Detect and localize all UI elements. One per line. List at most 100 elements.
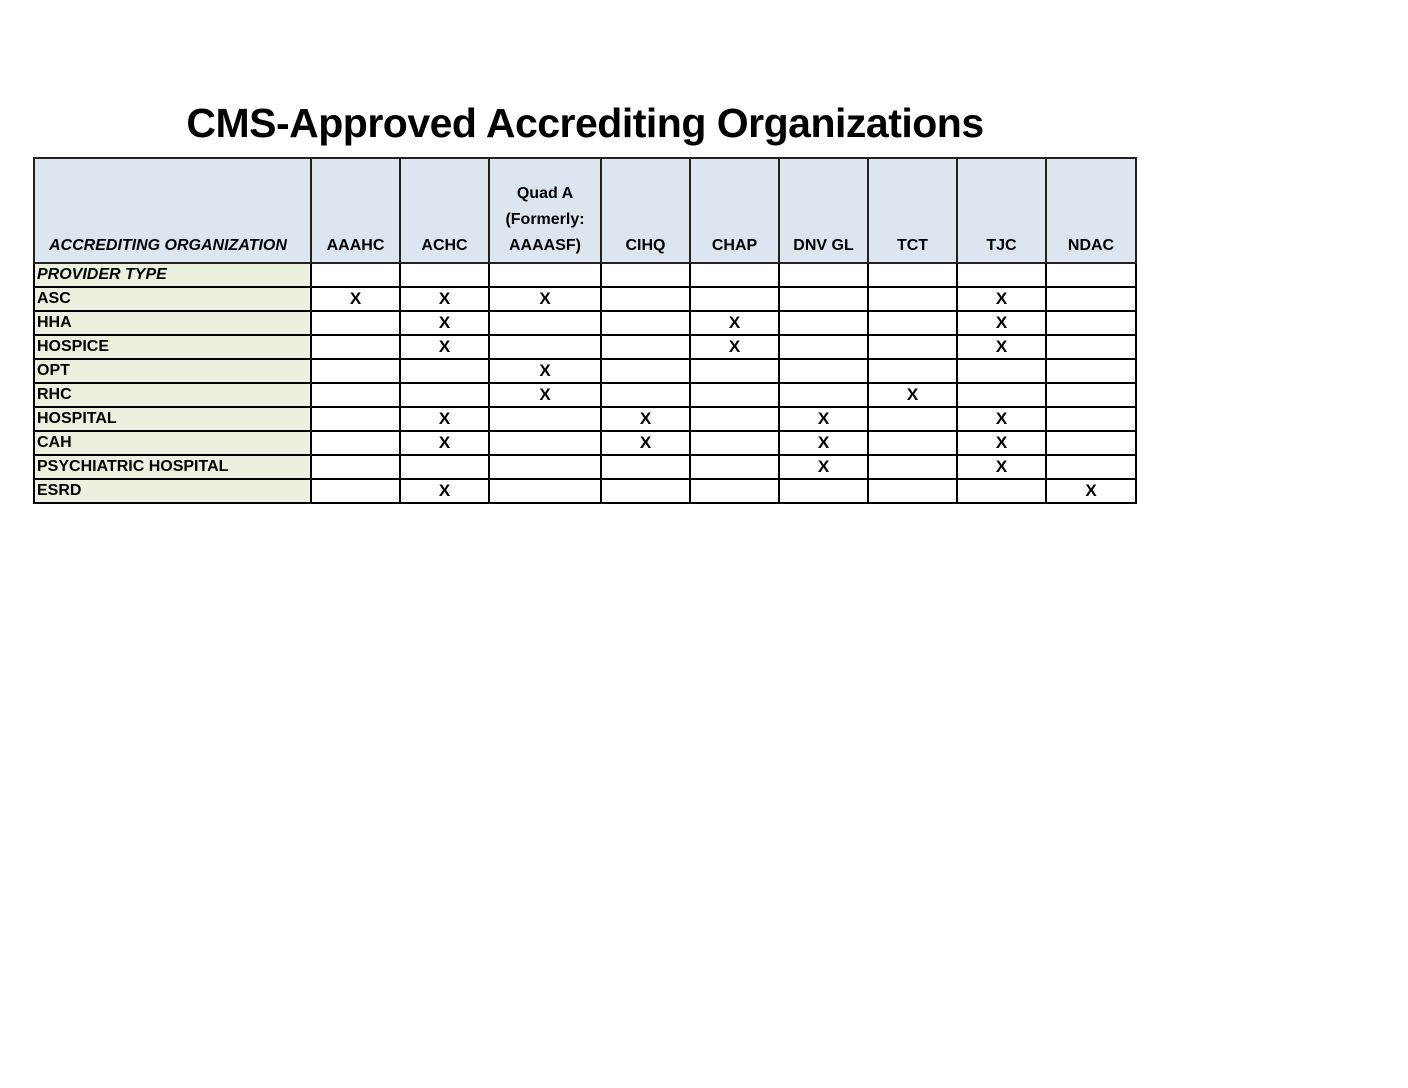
- accreditation-cell: X: [488, 358, 602, 384]
- table-row: ASC X X X X: [33, 286, 1137, 312]
- accreditation-cell: X: [689, 310, 780, 336]
- column-header-text: TJC: [986, 237, 1017, 254]
- table-row: HOSPITAL X X X X: [33, 406, 1137, 432]
- accreditation-cell: [778, 286, 869, 312]
- column-header: ACHC: [399, 157, 490, 264]
- accreditation-cell: [689, 478, 780, 504]
- column-header-text: AAAASF): [509, 237, 581, 254]
- accreditation-cell: [310, 430, 401, 456]
- accreditation-cell: [1045, 406, 1137, 432]
- column-header-text: NDAC: [1067, 237, 1115, 254]
- accreditation-cell: [689, 286, 780, 312]
- accreditation-cell: [488, 478, 602, 504]
- accreditation-cell: [1045, 382, 1137, 408]
- accreditation-cell: [689, 430, 780, 456]
- column-header: TJC: [956, 157, 1047, 264]
- accreditation-cell: [689, 358, 780, 384]
- accreditation-cell: X: [778, 430, 869, 456]
- column-header: TCT: [867, 157, 958, 264]
- accreditation-cell: [310, 406, 401, 432]
- column-header: Quad A (Formerly: AAAASF): [488, 157, 602, 264]
- accreditation-cell: X: [600, 406, 691, 432]
- column-header-text: (Formerly:: [505, 211, 585, 228]
- accreditation-cell: [1045, 334, 1137, 360]
- accreditation-cell: [399, 262, 490, 288]
- accreditation-cell: [867, 478, 958, 504]
- provider-type-label: HOSPICE: [33, 334, 312, 360]
- accreditation-cell: X: [399, 334, 490, 360]
- column-header-text: Quad A: [516, 185, 574, 202]
- accreditation-cell: [310, 310, 401, 336]
- table-row: CAH X X X X: [33, 430, 1137, 456]
- accreditation-cell: X: [778, 454, 869, 480]
- accreditation-cell: X: [956, 310, 1047, 336]
- accreditation-cell: [600, 334, 691, 360]
- accreditation-cell: [310, 478, 401, 504]
- accreditation-cell: X: [956, 286, 1047, 312]
- accreditation-cell: X: [689, 334, 780, 360]
- accreditation-cell: [310, 454, 401, 480]
- provider-type-label: CAH: [33, 430, 312, 456]
- accreditation-cell: [488, 334, 602, 360]
- accreditation-cell: X: [399, 406, 490, 432]
- table-row: HHA X X X: [33, 310, 1137, 336]
- accreditation-cell: [956, 262, 1047, 288]
- accreditation-cell: [689, 382, 780, 408]
- table-row: OPT X: [33, 358, 1137, 384]
- table-row: PSYCHIATRIC HOSPITAL X X: [33, 454, 1137, 480]
- accreditation-cell: [778, 478, 869, 504]
- accreditation-cell: X: [1045, 478, 1137, 504]
- accreditation-cell: [956, 382, 1047, 408]
- accreditation-cell: [600, 454, 691, 480]
- accreditation-cell: X: [399, 478, 490, 504]
- accreditation-cell: [867, 454, 958, 480]
- accreditation-cell: X: [399, 310, 490, 336]
- accreditation-cell: [689, 454, 780, 480]
- accreditation-cell: [399, 358, 490, 384]
- accreditation-cell: [778, 358, 869, 384]
- accreditation-cell: [600, 358, 691, 384]
- accreditation-cell: X: [956, 406, 1047, 432]
- accreditation-cell: [778, 334, 869, 360]
- column-header: CIHQ: [600, 157, 691, 264]
- accreditation-cell: [867, 286, 958, 312]
- accreditation-cell: X: [956, 430, 1047, 456]
- accreditation-cell: [600, 262, 691, 288]
- accreditation-cell: [689, 262, 780, 288]
- accreditation-cell: [488, 310, 602, 336]
- accreditation-cell: [1045, 430, 1137, 456]
- accreditation-table: ACCREDITING ORGANIZATION AAAHC ACHC Quad A…: [33, 157, 1137, 504]
- accreditation-cell: [1045, 310, 1137, 336]
- accreditation-cell: X: [867, 382, 958, 408]
- accreditation-cell: [1045, 358, 1137, 384]
- accreditation-cell: [1045, 454, 1137, 480]
- accreditation-cell: X: [399, 430, 490, 456]
- accreditation-cell: X: [956, 334, 1047, 360]
- accreditation-cell: [867, 262, 958, 288]
- column-header: AAAHC: [310, 157, 401, 264]
- accreditation-cell: [867, 430, 958, 456]
- table-row: HOSPICE X X X: [33, 334, 1137, 360]
- header-row: ACCREDITING ORGANIZATION AAAHC ACHC Quad A…: [33, 157, 1137, 264]
- accreditation-cell: X: [488, 382, 602, 408]
- accreditation-cell: [399, 382, 490, 408]
- accreditation-cell: X: [399, 286, 490, 312]
- table-row: RHC X X: [33, 382, 1137, 408]
- provider-type-label: PSYCHIATRIC HOSPITAL: [33, 454, 312, 480]
- table-row: ESRD X X: [33, 478, 1137, 504]
- accreditation-cell: X: [778, 406, 869, 432]
- column-header: CHAP: [689, 157, 780, 264]
- accreditation-cell: [488, 454, 602, 480]
- accreditation-cell: [956, 358, 1047, 384]
- column-header-text: ACHC: [421, 237, 468, 254]
- accreditation-cell: [310, 334, 401, 360]
- column-header-text: CHAP: [711, 237, 758, 254]
- table-row: PROVIDER TYPE: [33, 262, 1137, 288]
- accreditation-cell: [488, 262, 602, 288]
- accreditation-cell: [600, 310, 691, 336]
- accreditation-cell: [310, 358, 401, 384]
- accreditation-cell: [310, 262, 401, 288]
- accreditation-cell: X: [600, 430, 691, 456]
- provider-type-label: ESRD: [33, 478, 312, 504]
- accreditation-cell: [867, 334, 958, 360]
